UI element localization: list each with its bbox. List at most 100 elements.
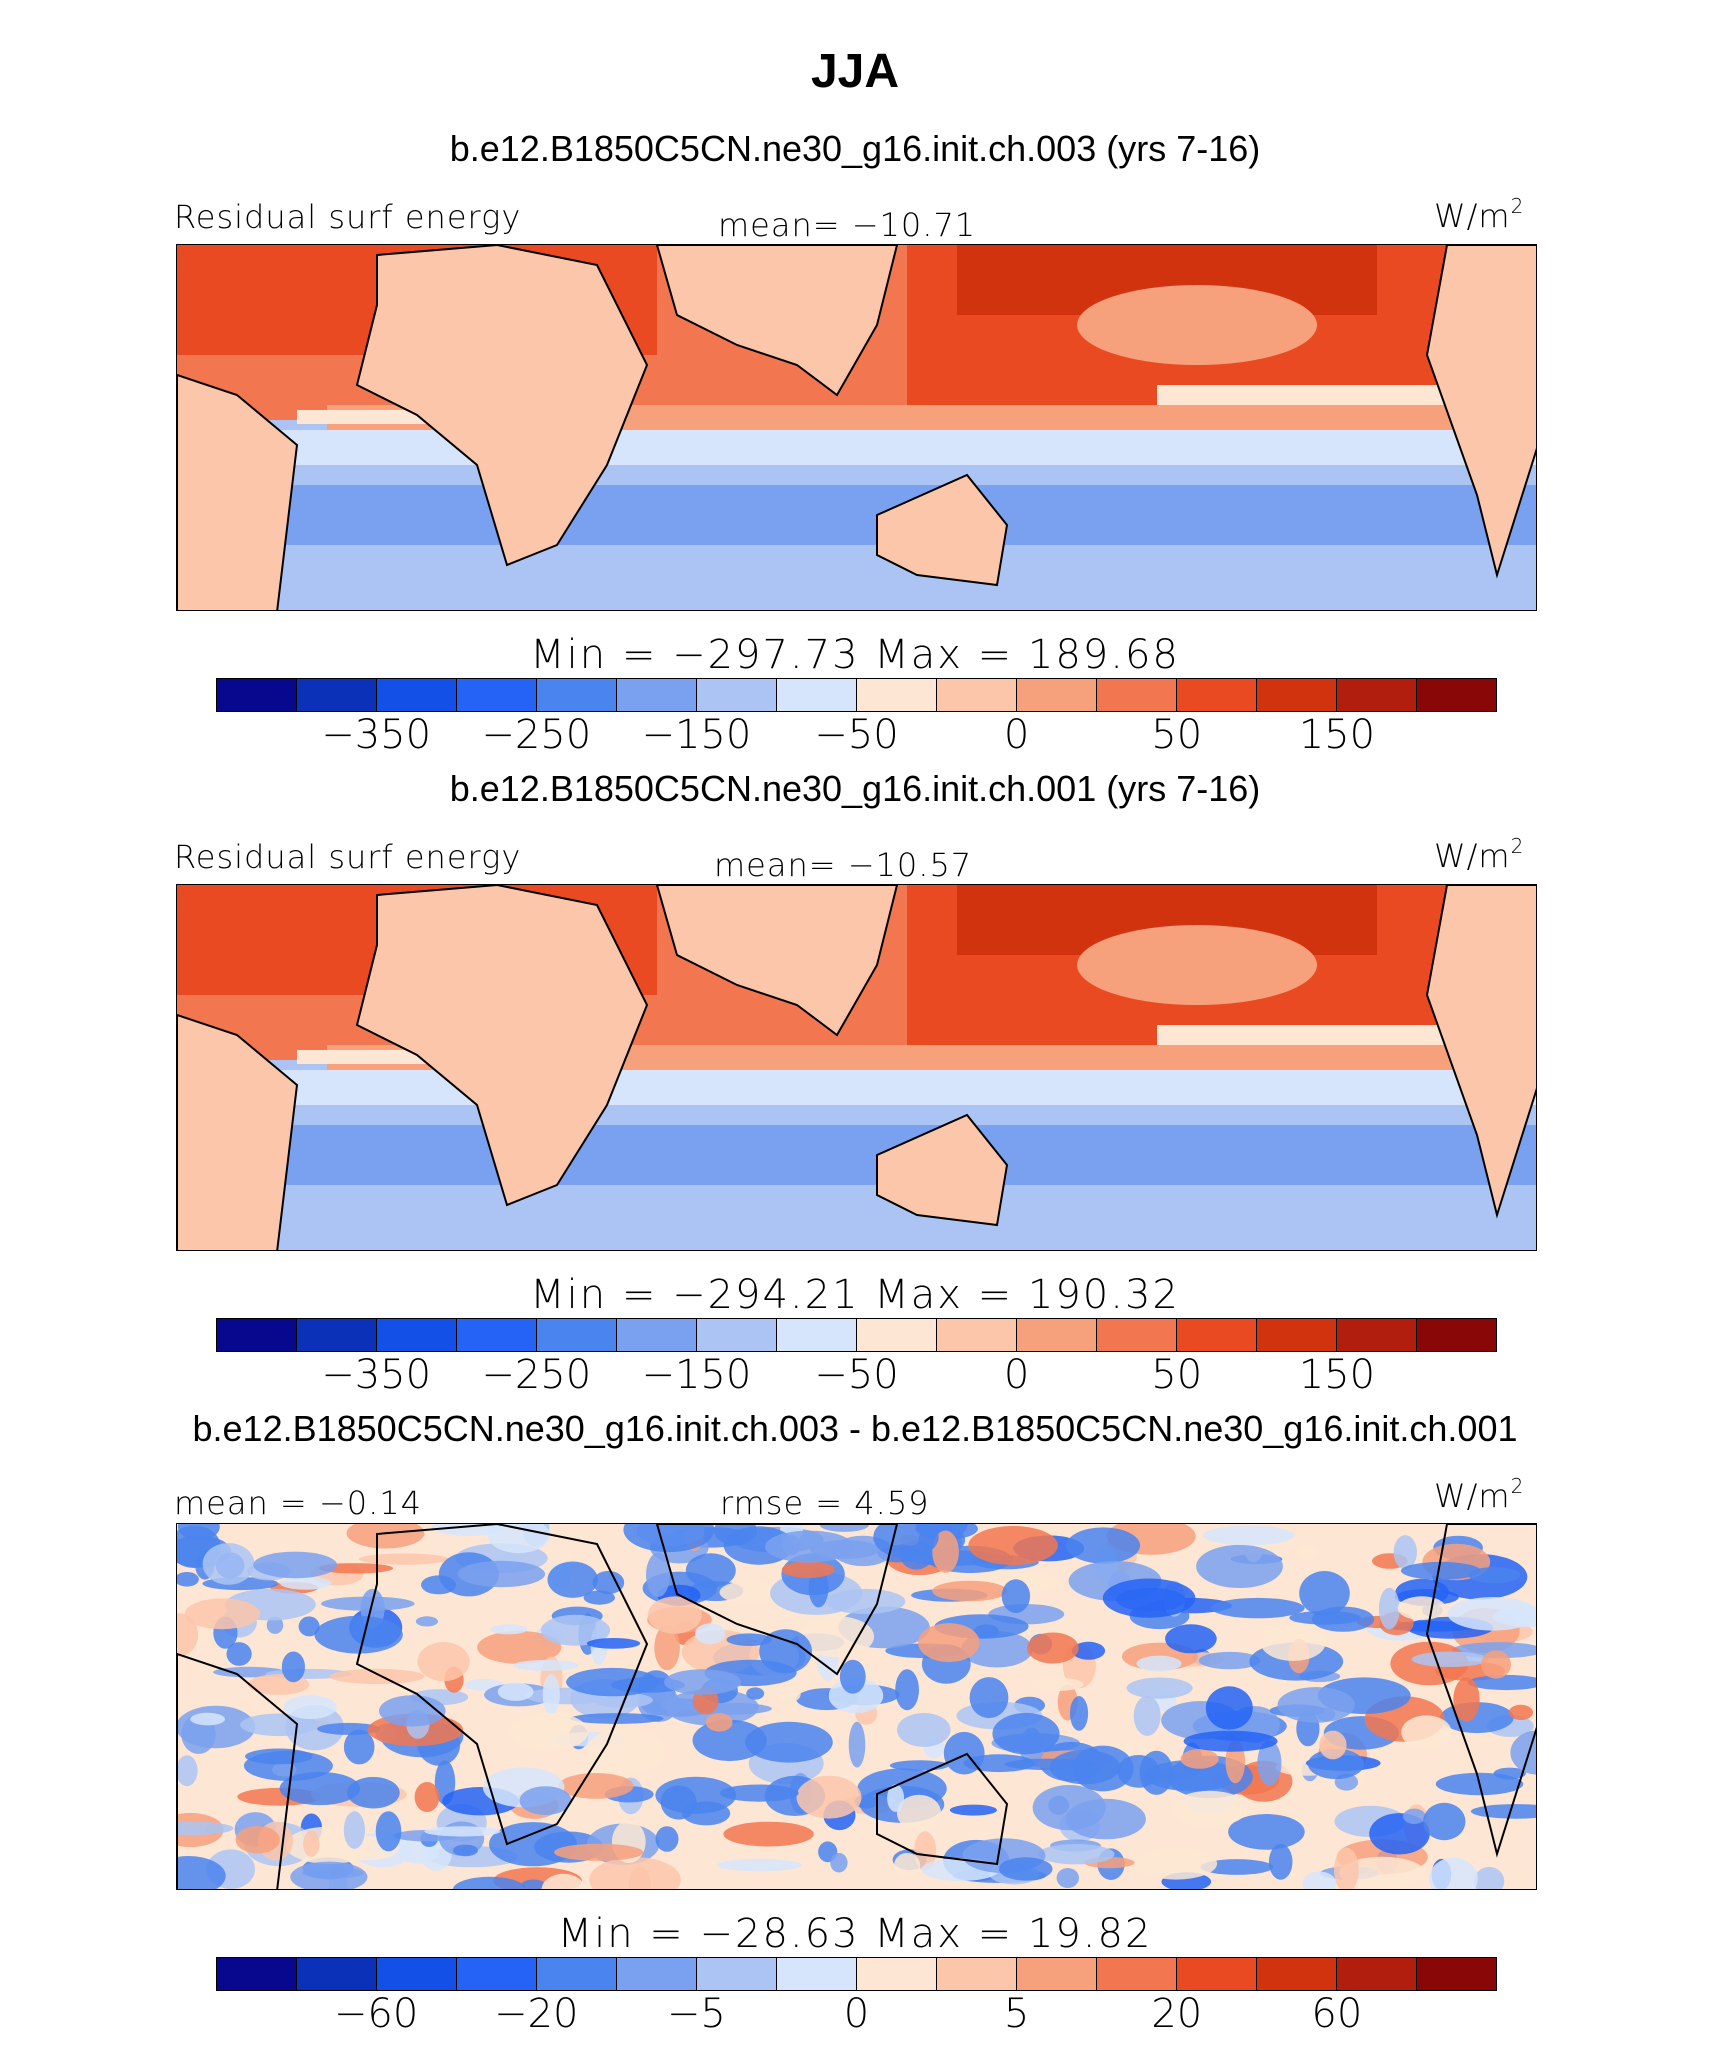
diff-field-blob	[317, 1722, 381, 1735]
diff-field-blob	[589, 1857, 681, 1889]
panel-3-colorbar-swatch	[1336, 1958, 1416, 1990]
panel-1-colorbar-swatch	[1176, 679, 1256, 711]
panel-2-colorbar-tick-label: −150	[641, 1352, 752, 1398]
panel-2-colorbar-tick-label: −50	[814, 1352, 899, 1398]
diff-field-blob	[623, 1524, 715, 1553]
diff-field-blob	[343, 1811, 365, 1849]
diff-field-blob	[726, 1633, 772, 1646]
diff-field-blob	[1031, 1677, 1084, 1691]
diff-field-blob	[375, 1811, 402, 1852]
panel-2-colorbar-swatch	[616, 1319, 696, 1351]
diff-field-blob	[1165, 1624, 1217, 1654]
panel-2-colorbar-swatch	[1016, 1319, 1096, 1351]
diff-field-blob	[660, 1785, 697, 1820]
diff-field-blob	[1289, 1610, 1361, 1625]
diff-field-blob	[798, 1616, 875, 1658]
panel-2-title: b.e12.B1850C5CN.ne30_g16.init.ch.001 (yr…	[449, 768, 1261, 809]
diff-field-blob	[379, 1695, 446, 1727]
diff-field-blob	[1134, 1847, 1218, 1880]
diff-field-blob	[592, 1570, 625, 1595]
panel-3-colorbar-tick-label: 0	[843, 1991, 870, 2037]
panel-2-colorbar-tick-label: −350	[321, 1352, 432, 1398]
panel-2-colorbar	[216, 1318, 1497, 1352]
diff-field-blob	[695, 1623, 726, 1645]
diff-field-blob	[343, 1729, 375, 1765]
panel-3-colorbar-swatch	[696, 1958, 776, 1990]
diff-field-blob	[796, 1775, 862, 1819]
panel-3-colorbar-swatch	[456, 1958, 536, 1990]
panel-2-minmax: Min = −294.21 Max = 190.32	[530, 1272, 1180, 1318]
panel-3-colorbar-swatch	[936, 1958, 1016, 1990]
panel-1-colorbar-tick-label: 0	[1003, 712, 1030, 758]
panel-1-colorbar-tick-label: −150	[641, 712, 752, 758]
diff-field-blob	[1257, 1740, 1282, 1786]
diff-field-blob	[1481, 1650, 1511, 1679]
diff-field-blob	[314, 1615, 403, 1654]
panel-3-minmax: Min = −28.63 Max = 19.82	[557, 1911, 1153, 1957]
diff-field-blob	[1228, 1814, 1305, 1850]
diff-field-blob	[897, 1712, 951, 1747]
diff-field-blob	[914, 1831, 937, 1871]
panel-1-colorbar-swatch	[376, 679, 456, 711]
panel-2-colorbar-tick-label: 150	[1298, 1352, 1376, 1398]
diff-field-blob	[949, 1804, 998, 1816]
diff-field-blob	[1202, 1525, 1295, 1546]
panel-1-colorbar-swatch	[1416, 679, 1496, 711]
diff-field-blob	[329, 1668, 425, 1684]
panel-3-map	[176, 1523, 1537, 1890]
diff-field-blob	[542, 1674, 560, 1716]
diff-field-blob	[1508, 1704, 1534, 1720]
panel-2-colorbar-swatch	[936, 1319, 1016, 1351]
panel-2-colorbar-swatch	[1176, 1319, 1256, 1351]
diff-field-blob	[586, 1638, 641, 1649]
diff-field-blob	[819, 1524, 869, 1532]
diff-field-blob	[1026, 1632, 1079, 1664]
diff-field-blob	[825, 1588, 906, 1615]
diff-field-blob	[541, 1873, 586, 1889]
diff-field-blob	[235, 1826, 280, 1854]
panel-1-colorbar-tick-label: −250	[481, 712, 592, 758]
diff-field-blob	[969, 1677, 1009, 1719]
panel-3-colorbar-swatch	[856, 1958, 936, 1990]
diff-field-blob	[202, 1543, 255, 1585]
diff-field-blob	[887, 1784, 905, 1812]
diff-field-blob	[664, 1669, 741, 1695]
panel-3-colorbar-tick-label: −20	[494, 1991, 579, 2037]
coastline	[1425, 1524, 1536, 1858]
panel-2-mean: mean= −10.57	[714, 846, 973, 884]
diff-field-blob	[1307, 1748, 1365, 1780]
panel-3-mean: mean = −0.14	[174, 1484, 422, 1522]
diff-field-blob	[745, 1721, 833, 1763]
diff-field-blob	[781, 1561, 835, 1578]
panel-2-colorbar-swatch	[376, 1319, 456, 1351]
diff-field-blob	[477, 1630, 562, 1664]
diff-field-blob	[1001, 1579, 1031, 1613]
diff-field-blob	[692, 1719, 767, 1762]
panel-2-colorbar-tick-label: 0	[1003, 1352, 1030, 1398]
diff-field-blob	[519, 1786, 572, 1815]
panel-2-variable: Residual surf energy	[174, 838, 522, 876]
diff-field-blob	[1277, 1687, 1355, 1723]
panel-1-colorbar-swatch	[456, 679, 536, 711]
panel-1-minmax: Min = −297.73 Max = 189.68	[530, 632, 1180, 678]
diff-field-blob	[253, 1551, 337, 1579]
diff-field-blob	[457, 1560, 546, 1588]
panel-1-units: W/m2	[1434, 194, 1525, 235]
diff-field-blob	[1401, 1715, 1452, 1750]
panel-2-colorbar-swatch	[1256, 1319, 1336, 1351]
diff-field-blob	[421, 1575, 457, 1595]
diff-field-blob	[1205, 1686, 1253, 1730]
diff-field-blob	[1297, 1545, 1319, 1561]
diff-field-blob	[1198, 1651, 1261, 1670]
panel-2-colorbar-swatch	[1416, 1319, 1496, 1351]
panel-3-colorbar-swatch	[1256, 1958, 1336, 1990]
panel-2-colorbar-swatch	[776, 1319, 856, 1351]
diff-field-blob	[830, 1852, 848, 1873]
diff-field-blob	[1133, 1695, 1161, 1736]
diff-field-blob	[713, 1524, 758, 1546]
diff-field-blob	[1037, 1844, 1115, 1865]
panel-1-colorbar-ticks: −350 −250 −150 −50 0 50 150	[0, 712, 1710, 762]
coastline	[655, 1524, 899, 1676]
diff-field-blob	[778, 1687, 801, 1703]
panel-3-colorbar-tick-label: 60	[1311, 1991, 1363, 2037]
